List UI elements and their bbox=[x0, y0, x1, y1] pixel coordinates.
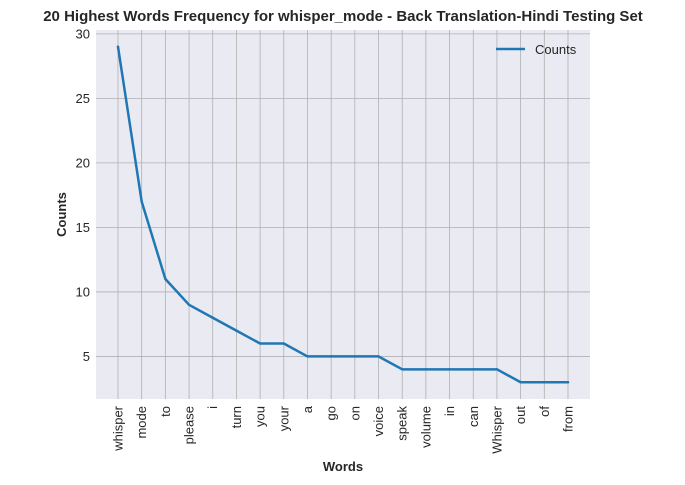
x-tick-label: volume bbox=[418, 406, 433, 448]
y-tick-label: 30 bbox=[76, 26, 90, 41]
data-point bbox=[282, 342, 285, 345]
x-tick-label: on bbox=[347, 406, 362, 420]
x-tick-label: in bbox=[442, 406, 457, 416]
data-point bbox=[187, 303, 191, 307]
data-point bbox=[353, 355, 357, 358]
data-point bbox=[164, 277, 167, 281]
data-point bbox=[306, 355, 309, 358]
plot-area bbox=[96, 30, 590, 399]
data-point bbox=[211, 316, 214, 319]
x-tick-label: of bbox=[537, 406, 552, 417]
series-line bbox=[116, 45, 570, 384]
y-tick-label: 10 bbox=[76, 284, 90, 299]
data-point bbox=[566, 381, 570, 384]
x-tick-label: out bbox=[513, 406, 528, 424]
x-axis: whisper mode to please i turn you your a go on voic… bbox=[111, 405, 576, 453]
data-point bbox=[235, 329, 238, 332]
y-axis-label: Counts bbox=[54, 192, 69, 237]
x-tick-label: a bbox=[300, 405, 315, 413]
data-point bbox=[519, 381, 522, 384]
x-tick-label: voice bbox=[371, 406, 386, 436]
data-point bbox=[329, 355, 333, 358]
y-tick-label: 5 bbox=[83, 349, 90, 364]
data-point bbox=[377, 355, 380, 358]
data-point bbox=[116, 45, 120, 48]
x-tick-label: speak bbox=[395, 406, 410, 441]
x-tick-label: i bbox=[205, 406, 220, 409]
chart-title: 20 Highest Words Frequency for whisper_m… bbox=[43, 8, 643, 25]
x-tick-label: your bbox=[276, 405, 291, 431]
legend-label: Counts bbox=[535, 42, 577, 57]
x-axis-label: Words bbox=[323, 459, 363, 474]
data-point bbox=[401, 368, 404, 371]
data-point bbox=[543, 381, 546, 384]
data-point bbox=[424, 368, 428, 371]
y-axis: 5 10 15 20 25 30 bbox=[76, 26, 90, 364]
legend: Counts bbox=[496, 42, 577, 57]
x-tick-label: go bbox=[324, 406, 339, 420]
x-tick-label: turn bbox=[229, 406, 244, 428]
data-point bbox=[495, 368, 499, 371]
x-tick-label: to bbox=[158, 406, 173, 417]
y-tick-label: 15 bbox=[76, 220, 90, 235]
x-tick-label: Whisper bbox=[489, 405, 504, 453]
y-tick-label: 25 bbox=[76, 91, 90, 106]
grid bbox=[96, 30, 590, 399]
data-point bbox=[472, 368, 475, 371]
x-tick-label: whisper bbox=[111, 405, 126, 451]
data-point bbox=[448, 368, 451, 371]
x-tick-label: please bbox=[182, 406, 197, 444]
x-tick-label: mode bbox=[134, 406, 149, 439]
data-point bbox=[140, 200, 143, 203]
data-point bbox=[258, 342, 262, 345]
series-group bbox=[116, 45, 570, 384]
x-tick-label: you bbox=[253, 406, 268, 427]
x-tick-label: from bbox=[561, 406, 576, 432]
x-tick-label: can bbox=[466, 406, 481, 427]
y-tick-label: 20 bbox=[76, 155, 90, 170]
